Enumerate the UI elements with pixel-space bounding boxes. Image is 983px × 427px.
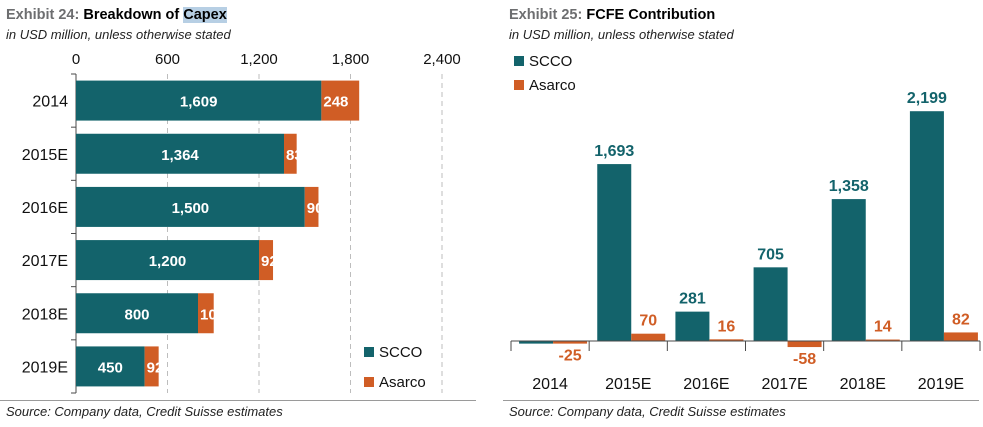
legend-label-asarco: Asarco xyxy=(379,374,426,391)
asarco-bar xyxy=(321,80,360,121)
scco-bar xyxy=(675,311,710,341)
scco-bar xyxy=(76,80,322,121)
legend-swatch-asarco xyxy=(364,377,374,387)
legend-label-scco: SCCO xyxy=(379,344,422,361)
category-label: 2018E xyxy=(22,306,68,323)
asarco-value-label: -58 xyxy=(793,351,816,368)
asarco-value-label: 103 xyxy=(200,306,225,323)
category-label: 2015E xyxy=(22,147,68,164)
asarco-bar xyxy=(259,240,274,281)
asarco-bar xyxy=(553,341,588,344)
asarco-bar xyxy=(709,339,744,341)
scco-value-label: 1,609 xyxy=(180,94,218,111)
scco-bar xyxy=(831,199,866,341)
scco-value-label: 800 xyxy=(124,306,149,323)
scco-bar xyxy=(597,164,632,341)
scco-value-label: 1,200 xyxy=(149,253,187,270)
scco-value-label: 281 xyxy=(679,291,706,308)
asarco-bar xyxy=(304,186,319,227)
asarco-value-label: 14 xyxy=(874,319,892,336)
selected-text-highlight: Capex xyxy=(183,7,227,23)
fcfe-bottom-rule xyxy=(503,400,979,401)
category-label: 2018E xyxy=(840,376,886,393)
scco-value-label: 705 xyxy=(757,246,784,263)
scco-bar xyxy=(76,186,305,227)
scco-bar xyxy=(909,111,944,341)
scco-value-label: 1,364 xyxy=(161,147,199,164)
fcfe-panel: Exhibit 25: FCFE Contribution in USD mil… xyxy=(503,0,983,427)
scco-value-label: 2,199 xyxy=(907,90,947,107)
asarco-bar xyxy=(284,133,297,174)
category-label: 2017E xyxy=(22,253,68,270)
fcfe-subtitle: in USD million, unless otherwise stated xyxy=(509,27,734,42)
capex-chart: 0 600 1,200 1,800 2,400 2014 1,609 248 2015E 1,36… xyxy=(22,51,461,394)
x-tick-label: 1,200 xyxy=(240,51,278,68)
x-tick-label: 0 xyxy=(72,51,80,68)
legend-label-scco: SCCO xyxy=(529,53,572,70)
asarco-bar xyxy=(865,339,900,341)
x-tick-label: 600 xyxy=(155,51,180,68)
scco-value-label: 1,358 xyxy=(829,178,869,195)
legend-label-asarco: Asarco xyxy=(529,77,576,94)
scco-bar xyxy=(76,240,259,281)
asarco-value-label: 83 xyxy=(286,147,303,164)
asarco-value-label: 90 xyxy=(307,200,324,217)
scco-bar xyxy=(519,341,554,344)
category-label: 2019E xyxy=(918,376,964,393)
asarco-value-label: 92 xyxy=(261,253,278,270)
asarco-bar xyxy=(631,333,666,341)
fcfe-title: Exhibit 25: FCFE Contribution xyxy=(509,7,716,23)
scco-bar xyxy=(76,293,198,334)
scco-bar xyxy=(753,267,788,341)
x-tick-label: 2,400 xyxy=(423,51,461,68)
asarco-value-label: 248 xyxy=(323,94,348,111)
asarco-bar xyxy=(144,346,159,387)
category-label: 2014 xyxy=(532,376,568,393)
legend-swatch-scco xyxy=(364,347,374,357)
fcfe-source: Source: Company data, Credit Suisse esti… xyxy=(509,404,786,419)
x-tick-label: 1,800 xyxy=(332,51,370,68)
legend-swatch-scco xyxy=(514,56,524,66)
asarco-value-label: 70 xyxy=(639,313,657,330)
capex-bottom-rule xyxy=(0,400,476,401)
scco-value-label: 1,500 xyxy=(172,200,210,217)
category-label: 2019E xyxy=(22,359,68,376)
category-label: 2016E xyxy=(22,200,68,217)
fcfe-chart: -25 2014 1,693 70 2015E 281 16 2016E 705 -58 2017E… xyxy=(510,53,981,393)
asarco-value-label: -25 xyxy=(559,348,582,365)
scco-value-label: 450 xyxy=(98,359,123,376)
asarco-bar xyxy=(943,332,978,341)
category-label: 2014 xyxy=(32,94,68,111)
category-label: 2015E xyxy=(605,376,651,393)
scco-bar xyxy=(76,346,145,387)
capex-source: Source: Company data, Credit Suisse esti… xyxy=(6,404,283,419)
capex-panel: Exhibit 24: Breakdown of Capex in USD mi… xyxy=(0,0,480,427)
scco-value-label: 1,693 xyxy=(594,143,634,160)
asarco-bar xyxy=(787,341,822,348)
category-label: 2017E xyxy=(761,376,807,393)
capex-title: Exhibit 24: Breakdown of Capex xyxy=(6,7,227,23)
legend-swatch-asarco xyxy=(514,80,524,90)
scco-bar xyxy=(76,133,285,174)
asarco-bar xyxy=(198,293,214,334)
asarco-value-label: 16 xyxy=(718,318,736,335)
capex-subtitle: in USD million, unless otherwise stated xyxy=(6,27,231,42)
asarco-value-label: 82 xyxy=(952,311,970,328)
category-label: 2016E xyxy=(683,376,729,393)
asarco-value-label: 92 xyxy=(147,359,164,376)
